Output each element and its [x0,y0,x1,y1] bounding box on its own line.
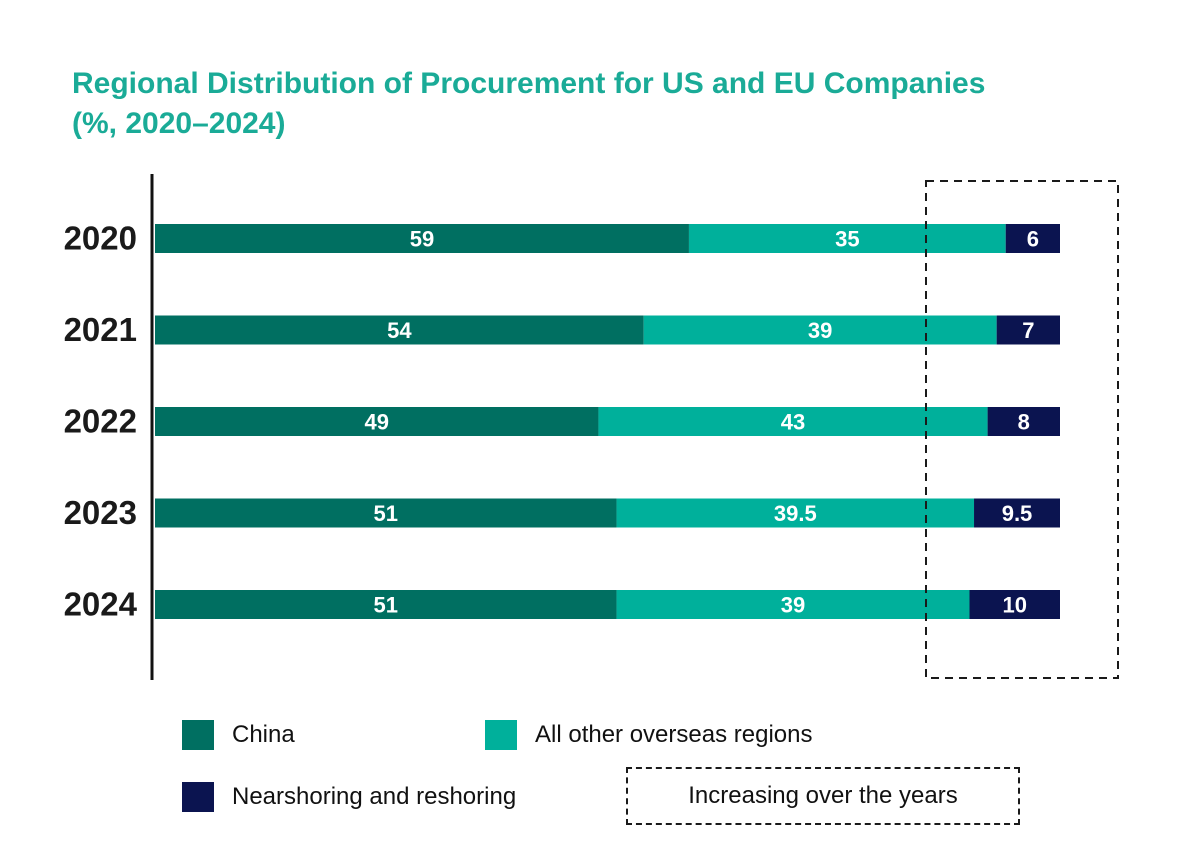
data-label-nearshoring-and-reshoring-2020: 6 [1027,227,1039,252]
increasing-highlight-box [925,180,1119,679]
data-label-china-2023: 51 [374,501,398,526]
bar-segment-china-2023 [155,498,617,528]
category-label-year-2022: 2022 [64,403,137,440]
category-label-year-2021: 2021 [64,311,137,348]
chart-title-main: Regional Distribution of Procurement for… [72,67,986,100]
bar-segment-all-other-overseas-regions-2022 [598,407,988,436]
legend-label-china: China [232,721,295,748]
data-label-china-2021: 54 [387,318,412,343]
category-label-year-2020: 2020 [64,220,137,257]
legend-label-other-overseas: All other overseas regions [535,721,813,748]
legend-annotation-increasing: Increasing over the years [626,767,1020,825]
data-label-all-other-overseas-regions-2021: 39 [808,318,832,343]
bar-segment-nearshoring-and-reshoring-2020 [1005,224,1060,253]
legend-swatch-nearshoring [182,782,214,812]
data-label-china-2022: 49 [364,410,388,435]
legend-swatch-other-overseas [485,720,517,750]
bar-segment-china-2024 [155,590,617,619]
legend-item-nearshoring: Nearshoring and reshoring [182,782,516,812]
bar-segment-all-other-overseas-regions-2024 [616,590,970,619]
bar-segment-all-other-overseas-regions-2023 [616,498,975,528]
legend-item-china: China [182,720,295,750]
data-label-all-other-overseas-regions-2024: 39 [781,593,805,618]
bar-segment-nearshoring-and-reshoring-2023 [974,498,1060,528]
chart-subtitle: (%, 2020–2024) [72,107,286,140]
category-label-year-2024: 2024 [64,586,138,623]
bar-segment-china-2022 [155,407,599,436]
bar-segment-all-other-overseas-regions-2020 [688,224,1006,253]
legend-item-other-overseas: All other overseas regions [485,720,812,750]
data-label-nearshoring-and-reshoring-2022: 8 [1018,410,1030,435]
data-label-all-other-overseas-regions-2022: 43 [781,410,805,435]
category-labels-layer: 2020 2021 2022 2023 2024 [64,220,138,623]
chart-title: Regional Distribution of Procurement for… [72,64,1152,144]
bar-segment-nearshoring-and-reshoring-2022 [987,407,1060,436]
bar-segment-nearshoring-and-reshoring-2021 [996,315,1060,345]
data-label-china-2020: 59 [410,227,434,252]
legend-label-nearshoring: Nearshoring and reshoring [232,783,517,810]
bar-segment-all-other-overseas-regions-2021 [643,315,997,345]
data-label-all-other-overseas-regions-2020: 35 [835,227,859,252]
data-label-nearshoring-and-reshoring-2021: 7 [1022,318,1034,343]
legend-swatch-china [182,720,214,750]
data-label-china-2024: 51 [374,593,398,618]
bar-segment-nearshoring-and-reshoring-2024 [969,590,1060,619]
bar-segment-china-2020 [155,224,689,253]
bar-segment-china-2021 [155,315,644,345]
data-label-all-other-overseas-regions-2023: 39.5 [774,501,817,526]
bars-layer: 59 35 6 54 39 7 49 43 8 51 39.5 9.5 51 39 10 [155,224,1060,619]
data-label-nearshoring-and-reshoring-2023: 9.5 [1002,501,1033,526]
data-label-nearshoring-and-reshoring-2024: 10 [1003,593,1027,618]
category-label-year-2023: 2023 [64,494,137,531]
